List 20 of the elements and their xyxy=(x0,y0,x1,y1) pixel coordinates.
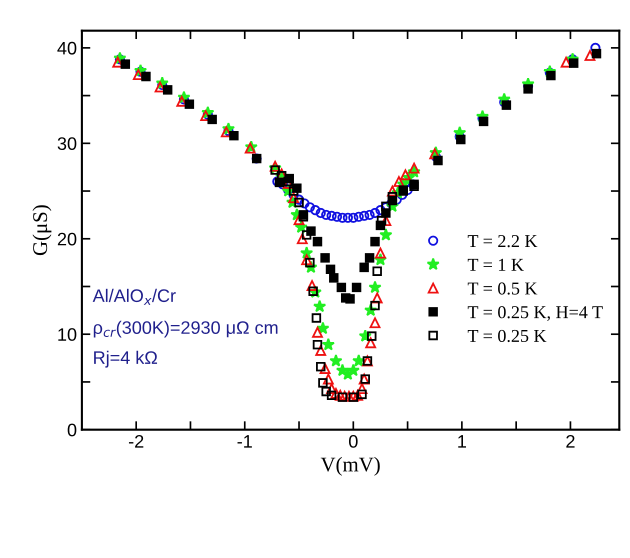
y-axis-title: G(μS) xyxy=(32,205,52,256)
legend-label: T = 0.25 K, H=4 T xyxy=(468,306,603,321)
x-axis-title: V(mV) xyxy=(320,456,380,476)
legend-label: T = 2.2 K xyxy=(468,235,538,248)
x-tick-label: 0 xyxy=(348,435,358,448)
annotation: Rj=4 kΩ xyxy=(94,350,158,368)
legend-label: T = 0.5 K xyxy=(468,282,538,295)
y-tick-label: 30 xyxy=(58,137,76,150)
x-tick-label: -2 xyxy=(128,435,144,448)
legend-label: T = 1 K xyxy=(468,258,524,271)
y-tick-label: 10 xyxy=(58,328,76,341)
legend-label: T = 0.25 K xyxy=(468,330,546,342)
x-tick-label: 1 xyxy=(458,435,466,448)
y-tick-label: 20 xyxy=(58,232,76,246)
annotation: ρ$_{cr}$(300K)=2930 μΩ cm xyxy=(94,320,278,338)
x-tick-label: -1 xyxy=(238,435,252,448)
y-tick-label: 40 xyxy=(57,42,76,55)
x-tick-label: 2 xyxy=(566,435,575,448)
y-tick-label: 0 xyxy=(68,424,76,436)
annotation: Al/AlO$_{x}$/Cr xyxy=(92,288,176,305)
